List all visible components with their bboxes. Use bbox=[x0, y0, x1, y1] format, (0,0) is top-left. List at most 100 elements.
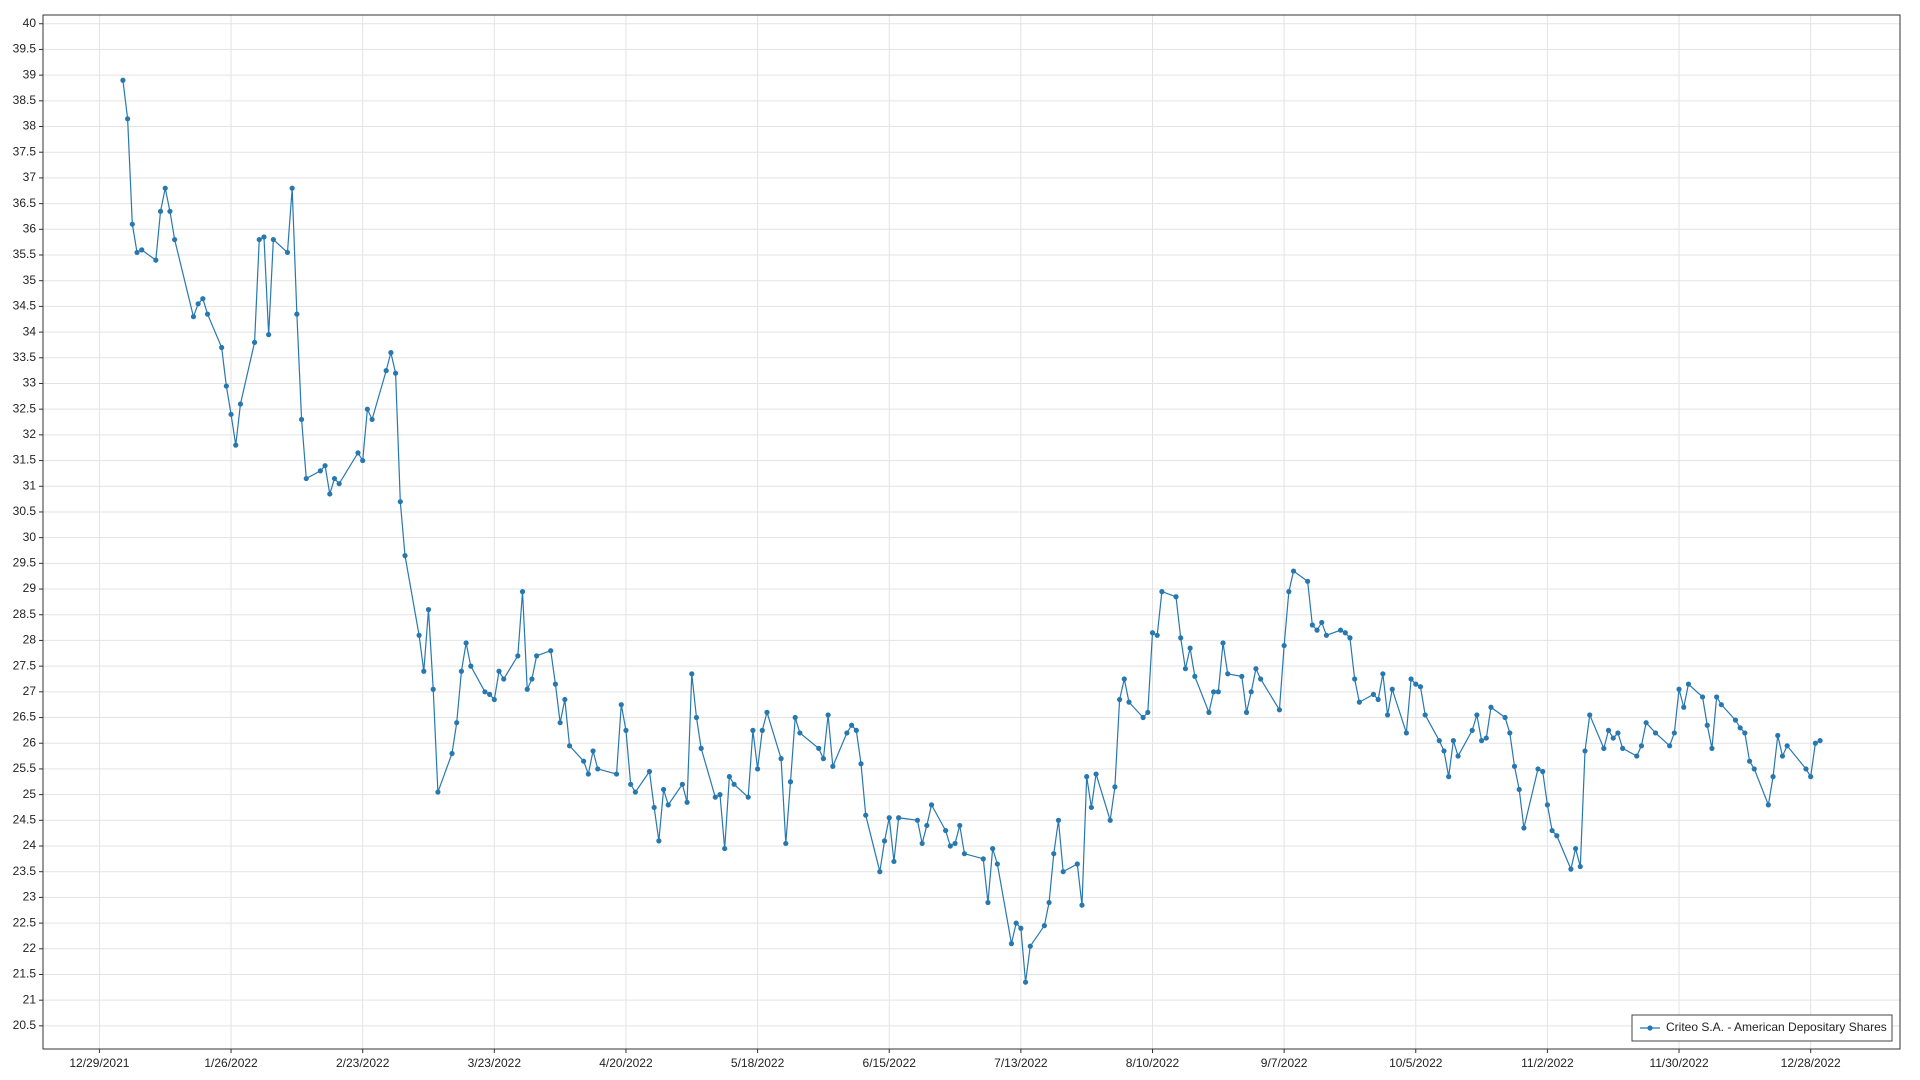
point bbox=[1704, 722, 1710, 728]
point bbox=[1441, 748, 1447, 754]
point bbox=[1192, 673, 1198, 680]
point bbox=[1667, 743, 1673, 749]
point bbox=[1601, 745, 1607, 751]
point bbox=[853, 727, 859, 733]
point bbox=[1549, 827, 1555, 834]
point bbox=[1554, 833, 1560, 839]
point bbox=[1413, 681, 1419, 687]
legend-marker bbox=[1647, 1025, 1653, 1031]
point bbox=[717, 792, 723, 798]
point bbox=[566, 743, 573, 749]
y-tick-label: 38.5 bbox=[13, 93, 37, 107]
point bbox=[1305, 578, 1311, 584]
point bbox=[557, 720, 563, 726]
point bbox=[1145, 709, 1151, 715]
point bbox=[783, 840, 789, 847]
point bbox=[646, 768, 653, 775]
point bbox=[1812, 740, 1818, 746]
point bbox=[383, 368, 389, 374]
point bbox=[223, 383, 229, 389]
point bbox=[1239, 673, 1245, 680]
x-tick-label: 5/18/2022 bbox=[731, 1056, 785, 1070]
x-tick-label: 12/29/2021 bbox=[69, 1056, 129, 1070]
point bbox=[1159, 589, 1165, 595]
point bbox=[1140, 714, 1146, 721]
legend: Criteo S.A. - American Depositary Shares bbox=[1631, 1014, 1893, 1042]
point bbox=[1671, 730, 1677, 736]
point bbox=[1446, 774, 1452, 780]
point bbox=[1417, 684, 1424, 690]
point bbox=[322, 463, 328, 469]
point bbox=[153, 257, 159, 263]
point bbox=[1652, 730, 1659, 736]
point bbox=[237, 401, 244, 407]
legend-box bbox=[1631, 1014, 1893, 1042]
point bbox=[722, 845, 728, 852]
point bbox=[1535, 766, 1541, 772]
point bbox=[172, 236, 178, 243]
point bbox=[1643, 720, 1649, 726]
point bbox=[162, 185, 168, 191]
point bbox=[1540, 768, 1546, 775]
point bbox=[562, 696, 568, 703]
point bbox=[1718, 702, 1724, 708]
line bbox=[122, 80, 1821, 983]
point bbox=[684, 799, 690, 805]
point bbox=[294, 311, 300, 317]
point bbox=[1577, 863, 1583, 870]
point bbox=[896, 815, 902, 821]
y-tick-label: 25.5 bbox=[13, 761, 37, 775]
y-tick-label: 39 bbox=[23, 67, 37, 81]
point bbox=[1615, 730, 1621, 736]
point bbox=[303, 475, 309, 482]
y-tick-label: 31.5 bbox=[13, 453, 37, 467]
y-tick-label: 25 bbox=[23, 787, 37, 801]
point bbox=[1276, 707, 1283, 713]
point bbox=[660, 786, 667, 793]
x-tick-label: 8/10/2022 bbox=[1126, 1056, 1180, 1070]
point bbox=[1403, 730, 1409, 736]
point bbox=[914, 817, 921, 823]
point bbox=[665, 802, 671, 808]
point bbox=[886, 815, 892, 821]
point bbox=[1732, 717, 1739, 723]
y-tick-label: 21 bbox=[23, 992, 37, 1006]
point bbox=[581, 758, 587, 764]
point bbox=[1347, 635, 1353, 641]
point bbox=[952, 840, 958, 847]
point bbox=[1079, 902, 1085, 908]
point bbox=[1041, 923, 1047, 929]
point bbox=[1502, 714, 1508, 721]
point bbox=[336, 481, 342, 487]
point bbox=[501, 676, 507, 682]
y-tick-label: 40 bbox=[23, 16, 37, 30]
point bbox=[1027, 943, 1033, 949]
point bbox=[1746, 758, 1753, 764]
point bbox=[468, 663, 474, 669]
y-tick-label: 27.5 bbox=[13, 658, 37, 672]
point bbox=[1126, 699, 1132, 705]
point bbox=[613, 771, 620, 777]
point bbox=[595, 766, 601, 772]
point bbox=[1587, 712, 1593, 718]
point bbox=[360, 457, 366, 464]
point bbox=[628, 781, 634, 787]
point bbox=[388, 350, 394, 356]
point bbox=[129, 221, 135, 227]
point bbox=[228, 411, 234, 417]
point bbox=[1507, 730, 1513, 736]
point bbox=[656, 838, 662, 844]
point bbox=[1408, 676, 1414, 682]
point bbox=[928, 802, 935, 808]
point bbox=[482, 689, 488, 695]
point bbox=[1605, 727, 1612, 733]
point bbox=[425, 607, 432, 613]
x-tick-label: 12/28/2022 bbox=[1781, 1056, 1841, 1070]
point bbox=[693, 714, 700, 721]
point bbox=[1182, 666, 1189, 672]
point bbox=[1380, 671, 1386, 677]
point bbox=[754, 766, 761, 772]
y-tick-label: 36 bbox=[23, 221, 37, 235]
point bbox=[863, 812, 869, 818]
